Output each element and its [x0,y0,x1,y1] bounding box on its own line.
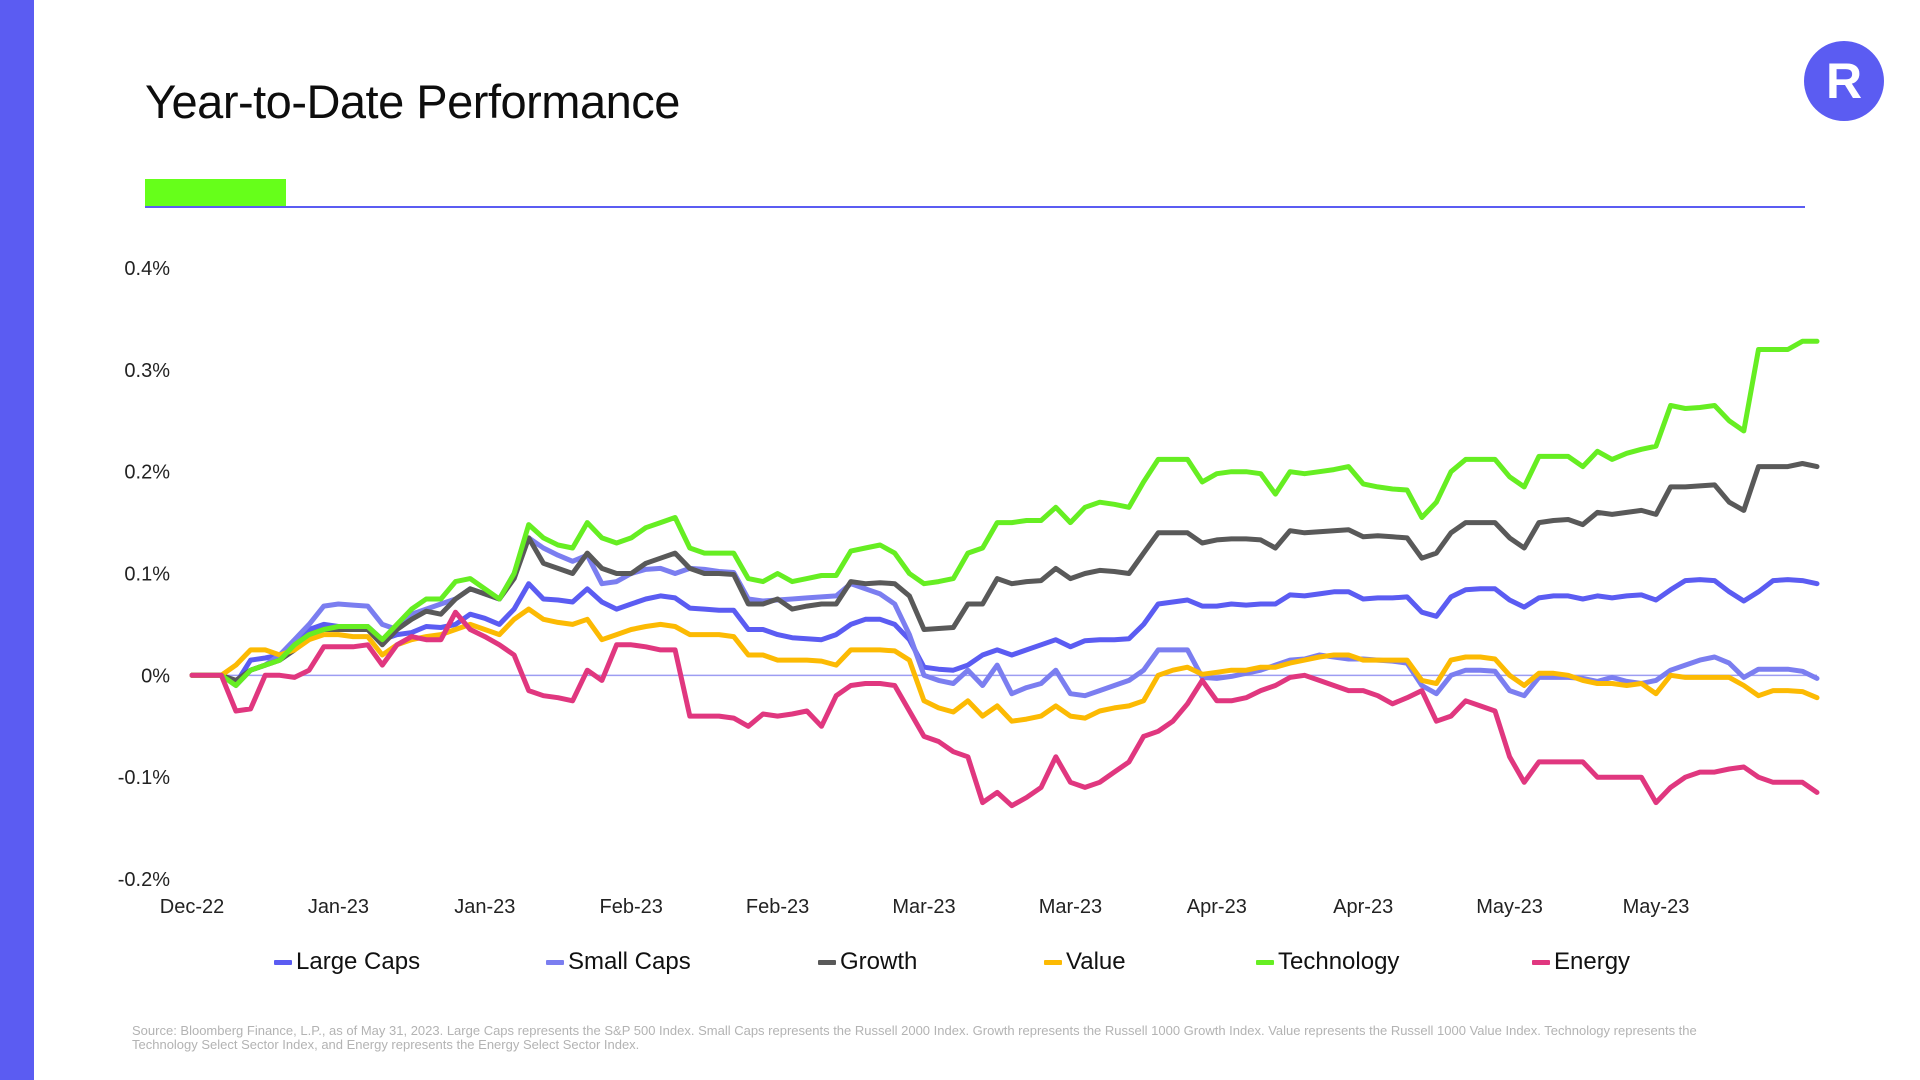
legend-swatch [818,959,836,965]
x-tick-label: Mar-23 [892,896,955,918]
x-tick-label: Feb-23 [600,896,663,918]
x-tick-label: Dec-22 [160,896,224,918]
title-divider [145,206,1805,208]
legend-label: Technology [1278,948,1400,975]
legend-swatch [274,959,292,965]
series-line-large-caps [189,577,1820,686]
line-chart: 0.4% 0.3% 0.2% 0.1% 0% -0.1% -0.2% Dec-22 Jan-23… [118,258,1820,918]
x-tick-label: May-23 [1476,896,1543,918]
series-line-technology [189,338,1820,688]
series-line-energy [189,609,1820,809]
legend-swatch [1256,959,1274,965]
legend-swatch [1532,959,1550,965]
brand-logo-icon: R [1804,41,1884,121]
legend-item: Technology [1256,948,1399,976]
chart-legend: Large Caps Small Caps Growth Value Technolog… [0,948,1920,988]
y-tick-label: 0.3% [124,360,170,382]
legend-item: Energy [1532,948,1630,976]
legend-swatch [546,959,564,965]
series-line-growth [189,461,1820,683]
y-tick-label: 0.4% [124,258,170,280]
legend-label: Large Caps [296,948,421,975]
brand-side-bar [0,0,34,1080]
source-footnote: Source: Bloomberg Finance, L.P., as of M… [132,1023,1697,1052]
x-tick-label: May-23 [1623,896,1690,918]
legend-label: Growth [840,948,918,975]
page-title: Year-to-Date Performance [145,75,680,128]
y-tick-label: 0% [141,665,170,687]
y-tick-label: -0.2% [118,869,170,891]
legend-item: Small Caps [546,948,691,976]
x-tick-label: Apr-23 [1333,896,1393,918]
brand-logo-letter: R [1825,53,1863,109]
x-tick-label: Jan-23 [454,896,515,918]
x-tick-label: Mar-23 [1039,896,1102,918]
legend-item: Growth [818,948,917,976]
y-tick-label: 0.2% [124,462,170,484]
legend-label: Small Caps [568,948,691,975]
y-tick-label: -0.1% [118,767,170,789]
x-tick-label: Feb-23 [746,896,809,918]
series-line-value [189,606,1820,724]
title-accent-block [145,179,286,206]
legend-item: Value [1044,948,1126,976]
series-line-small-caps [189,535,1820,699]
x-tick-label: Apr-23 [1187,896,1247,918]
legend-label: Value [1066,948,1126,975]
legend-item: Large Caps [274,948,420,976]
legend-swatch [1044,959,1062,965]
x-tick-label: Jan-23 [308,896,369,918]
legend-label: Energy [1554,948,1631,975]
y-tick-label: 0.1% [124,564,170,586]
